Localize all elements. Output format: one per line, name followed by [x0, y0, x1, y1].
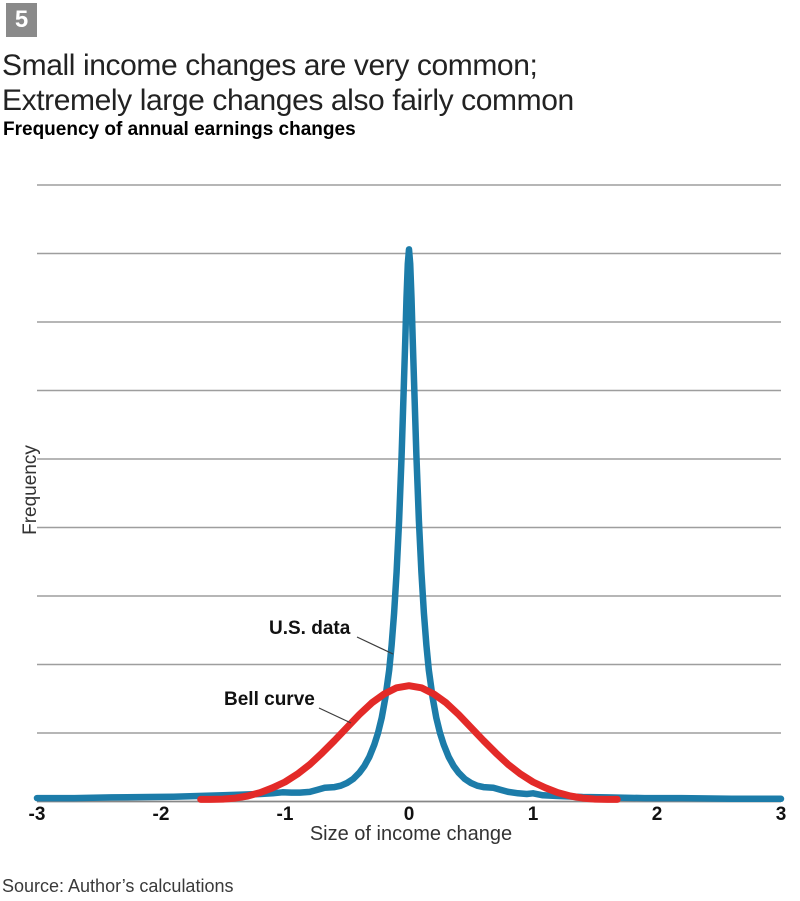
- x-tick-label-neg1: -1: [276, 804, 294, 825]
- series-label-us-data: U.S. data: [269, 618, 351, 639]
- chart-title-line-1: Small income changes are very common;: [2, 49, 538, 82]
- x-tick-label-0: 0: [403, 804, 415, 825]
- figure-number-badge: 5: [6, 3, 37, 37]
- x-tick-label-3: 3: [775, 804, 787, 825]
- y-axis-label: Frequency: [20, 445, 41, 535]
- chart-title-line-2: Extremely large changes also fairly comm…: [2, 84, 574, 117]
- chart-subtitle: Frequency of annual earnings changes: [3, 119, 356, 140]
- source-note: Source: Author’s calculations: [2, 876, 234, 896]
- series-line-bell-curve: [197, 682, 621, 803]
- series-label-bell-curve: Bell curve: [224, 689, 315, 710]
- x-tick-label-2: 2: [651, 804, 663, 825]
- leader-line-us-data: [356, 636, 394, 655]
- x-tick-label-1: 1: [527, 804, 539, 825]
- x-tick-label-neg2: -2: [152, 804, 170, 825]
- series-line-us-data: [33, 246, 785, 803]
- leader-line-bell-curve: [318, 707, 352, 724]
- x-axis-label: Size of income change: [309, 823, 513, 845]
- x-tick-label-neg3: -3: [28, 804, 46, 825]
